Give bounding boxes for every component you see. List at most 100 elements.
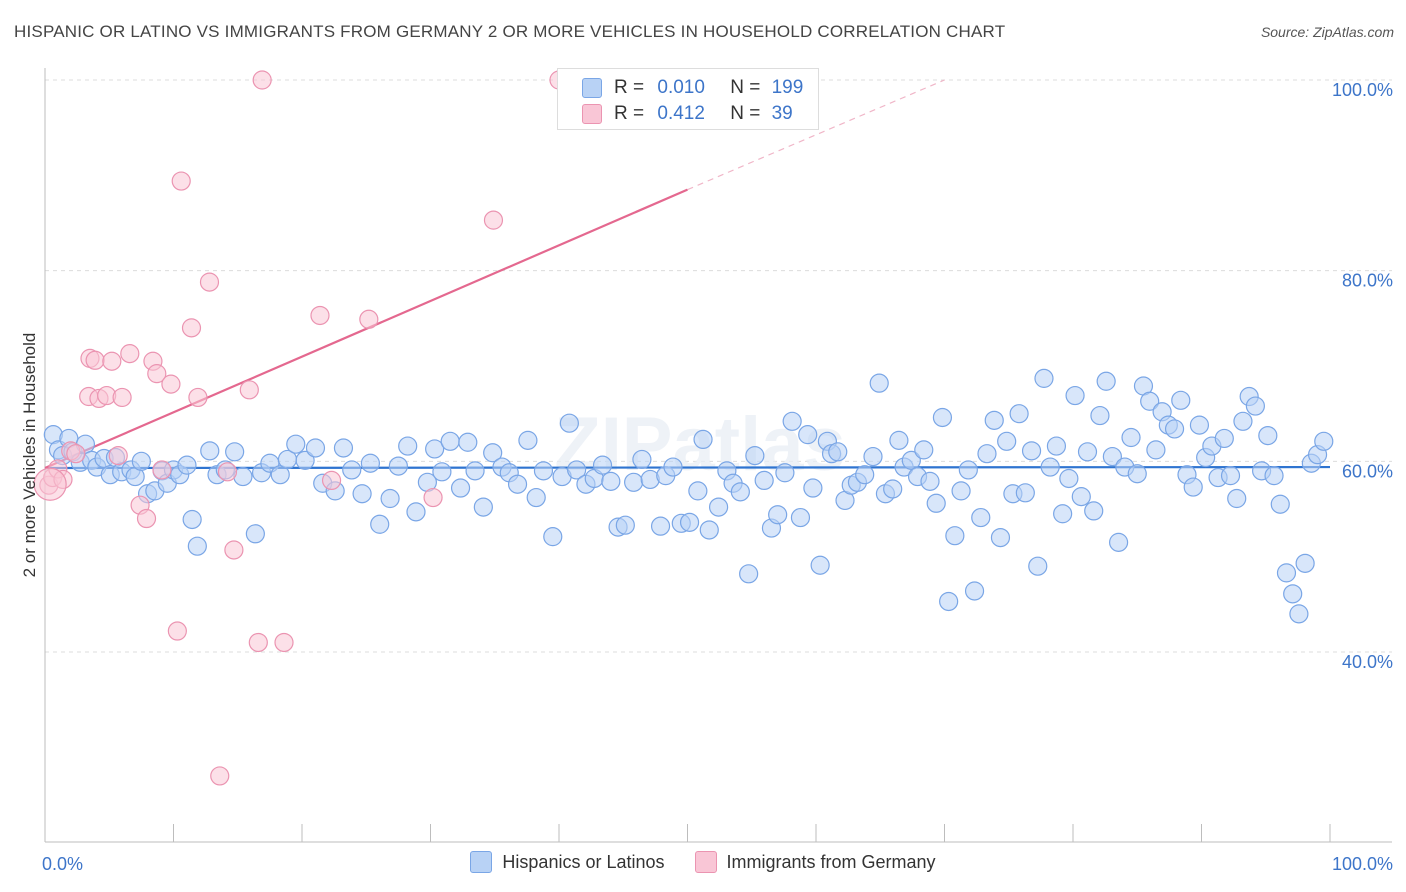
hispanic-point-156 xyxy=(1171,390,1191,410)
hispanic-point-117 xyxy=(926,493,946,513)
hispanic-point-126 xyxy=(984,410,1004,430)
hispanic-point-131 xyxy=(1015,483,1035,503)
y-tick-label-1: 80.0% xyxy=(1342,271,1393,291)
y-tick-label-0: 100.0% xyxy=(1332,80,1393,100)
hispanic-point-123 xyxy=(964,581,985,601)
axes xyxy=(44,68,1392,843)
germany-point-34 xyxy=(321,470,342,490)
germany-point-28 xyxy=(224,540,244,560)
pink-n-label: N = xyxy=(730,103,761,124)
hispanic-point-81 xyxy=(679,512,700,532)
blue-r-value: 0.010 xyxy=(657,77,705,98)
hispanic-point-138 xyxy=(1059,468,1079,489)
hispanic-point-151 xyxy=(1140,391,1160,411)
hispanic-point-79 xyxy=(663,457,683,477)
hispanic-point-122 xyxy=(958,460,978,480)
hispanic-point-91 xyxy=(754,470,774,490)
hispanic-point-41 xyxy=(342,460,362,480)
blue-r-label: R = xyxy=(614,77,645,98)
legend-item-hispanics: Hispanics or Latinos xyxy=(470,851,665,873)
germany-point-29 xyxy=(239,380,259,400)
germany-point-37 xyxy=(483,210,504,230)
hispanic-point-63 xyxy=(533,461,554,481)
hispanic-point-75 xyxy=(632,449,652,470)
hispanic-point-132 xyxy=(1021,441,1042,461)
hispanic-point-148 xyxy=(1121,427,1141,448)
hispanic-point-115 xyxy=(914,440,934,460)
series-legend: Hispanics or Latinos Immigrants from Ger… xyxy=(0,851,1406,873)
hispanic-point-142 xyxy=(1084,501,1104,521)
pink-r-value: 0.412 xyxy=(657,103,705,124)
hispanic-point-171 xyxy=(1264,466,1284,486)
hispanic-point-108 xyxy=(869,373,889,393)
hispanic-point-30 xyxy=(245,524,265,544)
hispanic-point-82 xyxy=(688,481,708,501)
hispanic-point-158 xyxy=(1183,477,1203,497)
hispanic-point-110 xyxy=(883,479,903,499)
germany-point-13 xyxy=(112,387,132,408)
hispanic-point-51 xyxy=(432,462,452,482)
hispanic-point-141 xyxy=(1077,442,1098,462)
hispanic-point-66 xyxy=(559,413,579,433)
germany-trend-line xyxy=(44,188,688,470)
hispanic-point-84 xyxy=(699,520,719,540)
hispanic-point-90 xyxy=(745,446,765,466)
germany-point-12 xyxy=(108,446,128,466)
hispanic-point-140 xyxy=(1071,487,1091,507)
x-tick-label-0: 0.0% xyxy=(42,854,83,874)
hispanic-point-173 xyxy=(1276,563,1297,583)
hispanic-point-139 xyxy=(1065,385,1085,406)
hispanic-point-135 xyxy=(1040,457,1060,477)
hispanic-point-175 xyxy=(1289,604,1309,624)
hispanic-point-96 xyxy=(790,507,811,528)
germany-point-21 xyxy=(167,621,187,641)
hispanic-point-144 xyxy=(1096,371,1116,391)
germany-point-23 xyxy=(181,318,202,338)
hispanic-point-118 xyxy=(932,407,953,428)
hispanic-point-124 xyxy=(971,507,991,528)
hispanic-point-155 xyxy=(1164,419,1185,439)
series-hispanics-points xyxy=(43,368,1334,624)
hispanic-point-74 xyxy=(624,472,644,492)
hispanic-point-134 xyxy=(1034,368,1054,388)
hispanic-point-48 xyxy=(406,502,426,522)
stats-legend: R = 0.010 N = 199 R = 0.412 N = 39 xyxy=(557,68,819,130)
hispanic-point-23 xyxy=(182,509,202,530)
hispanic-point-94 xyxy=(775,463,795,483)
hispanic-point-111 xyxy=(889,430,909,450)
hispanic-point-102 xyxy=(828,442,848,462)
hispanic-point-47 xyxy=(398,436,418,456)
hispanic-point-15 xyxy=(131,451,151,471)
germany-point-25 xyxy=(199,272,220,292)
hispanic-point-168 xyxy=(1245,396,1265,416)
hispanic-point-62 xyxy=(526,487,546,508)
hispanic-point-120 xyxy=(945,526,965,546)
hispanic-point-128 xyxy=(997,431,1017,451)
pink-n-value: 39 xyxy=(771,103,793,124)
hispanic-point-28 xyxy=(225,442,245,462)
germany-point-31 xyxy=(252,70,272,90)
hispanic-point-36 xyxy=(295,450,315,470)
hispanic-point-143 xyxy=(1090,405,1110,426)
hispanic-point-24 xyxy=(187,536,207,556)
chart-title: HISPANIC OR LATINO VS IMMIGRANTS FROM GE… xyxy=(14,22,1006,41)
hispanic-point-43 xyxy=(360,453,380,473)
hispanic-point-116 xyxy=(920,471,940,491)
legend-label-hispanics: Hispanics or Latinos xyxy=(502,851,665,872)
blue-n-label: N = xyxy=(730,77,761,98)
hispanic-point-121 xyxy=(951,481,971,501)
germany-point-22 xyxy=(171,171,191,191)
hispanic-point-45 xyxy=(380,488,400,509)
hispanic-point-149 xyxy=(1127,464,1147,484)
hispanic-point-159 xyxy=(1189,415,1210,435)
hispanic-point-37 xyxy=(305,438,326,458)
hispanic-point-130 xyxy=(1009,404,1029,424)
germany-trend-extension xyxy=(687,79,945,191)
germany-point-cluster xyxy=(33,467,67,501)
hispanic-point-145 xyxy=(1102,446,1122,467)
hispanic-point-46 xyxy=(388,456,408,476)
hispanic-point-55 xyxy=(465,461,485,481)
germany-point-11 xyxy=(102,351,122,371)
hispanic-point-60 xyxy=(507,474,528,494)
